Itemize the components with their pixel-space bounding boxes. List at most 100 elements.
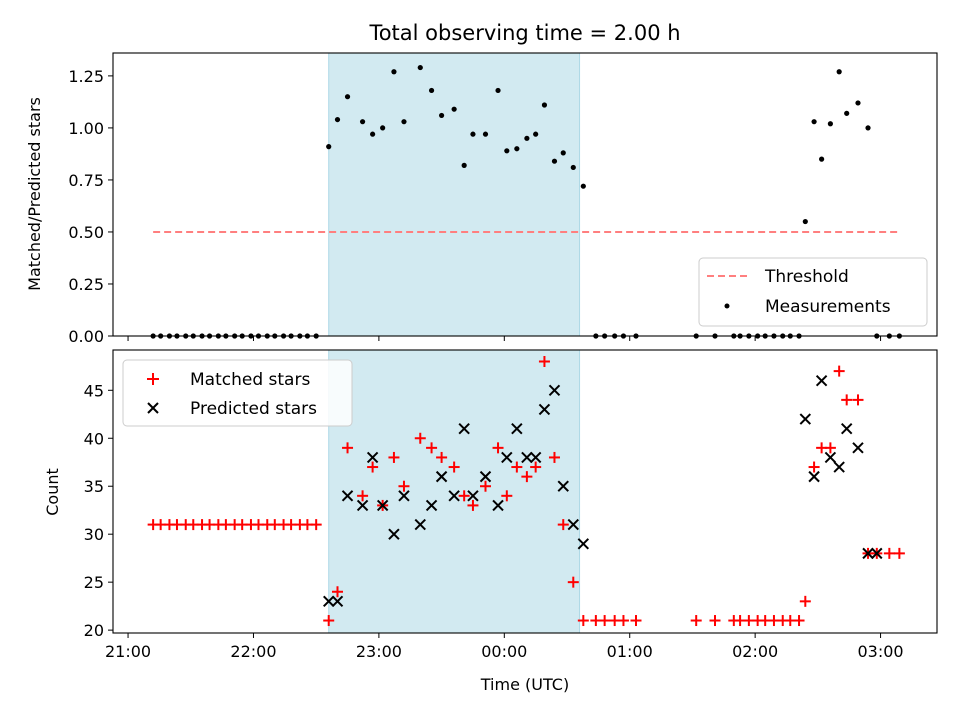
x-axis-label: Time (UTC) [480, 675, 569, 694]
matched-point [841, 394, 853, 406]
predicted-point [414, 518, 426, 531]
predicted-point [323, 595, 335, 608]
measurement-point [326, 144, 332, 150]
matched-point [448, 461, 460, 473]
measurement-point [391, 69, 397, 75]
y-tick-label: 1.00 [68, 119, 104, 138]
predicted-point [815, 374, 828, 387]
x-tick-label: 22:00 [230, 642, 276, 661]
measurement-point [334, 116, 341, 123]
matched-point [893, 547, 905, 559]
legend-matched-label: Matched stars [190, 370, 310, 390]
legend-matched-swatch [147, 373, 159, 385]
measurement-point [580, 183, 586, 189]
bottom-y-ticks: 20 25 30 35 40 45 [84, 381, 113, 640]
matched-point [630, 615, 642, 627]
predicted-point [852, 442, 864, 454]
shaded-interval [328, 52, 581, 337]
predicted-point [538, 403, 551, 416]
measurement-point [855, 100, 861, 106]
y-tick-label: 40 [84, 429, 104, 448]
predicted-point [833, 461, 845, 473]
x-tick-label: 02:00 [732, 642, 778, 661]
bottom-axes-frame [112, 349, 938, 634]
matched-point [808, 461, 820, 473]
predicted-point [376, 499, 389, 512]
measurement-point [802, 218, 808, 225]
chart-title: Total observing time = 2.00 h [368, 21, 680, 45]
matched-point [521, 471, 533, 483]
predicted-point [458, 422, 470, 435]
predicted-point [548, 384, 561, 396]
matched-point [793, 615, 805, 627]
predicted-point [557, 480, 569, 492]
predicted-point [567, 518, 579, 531]
matched-point [414, 432, 426, 444]
predicted-point [501, 451, 513, 464]
bottom-panel: Count Time (UTC) 20 25 30 35 40 45 21:00 22:00… [43, 349, 938, 694]
x-tick-label: 01:00 [607, 642, 653, 661]
predicted-point [840, 422, 853, 435]
shaded-region [328, 52, 581, 337]
matched-point [492, 442, 504, 454]
matched-point [557, 519, 569, 531]
measurement-point [570, 164, 576, 171]
measurement-point [836, 69, 842, 75]
legend-measurements-label: Measurements [765, 297, 891, 317]
predicted-point [511, 422, 523, 435]
top-axes-frame [112, 52, 938, 337]
predicted-point [435, 470, 448, 483]
measurement-point [428, 87, 435, 94]
top-panel: Total observing time = 2.00 h Matched/Pr… [25, 21, 938, 346]
matched-point [357, 490, 369, 502]
top-x-ticks [127, 336, 882, 341]
measurement-point [495, 87, 501, 94]
x-tick-label: 23:00 [356, 642, 402, 661]
matched-point [388, 451, 400, 463]
y-tick-label: 0.75 [68, 171, 104, 190]
measurement-point [811, 119, 817, 125]
shaded-interval [328, 349, 581, 634]
predicted-point [356, 499, 369, 512]
predicted-point [862, 547, 874, 560]
measurement-point [344, 94, 351, 100]
matched-point [599, 615, 611, 627]
matched-point [436, 451, 448, 463]
y-axis-label: Matched/Predicted stars [25, 97, 44, 291]
measurement-point [438, 112, 445, 119]
shaded-region [328, 349, 581, 634]
legend-predicted-label: Predicted stars [190, 399, 317, 419]
legend: Matched stars Predicted stars [122, 359, 353, 427]
measurement-point [451, 106, 457, 112]
y-tick-label: 1.25 [68, 67, 104, 86]
measurement-point [551, 158, 558, 164]
matched-point [367, 461, 379, 473]
y-tick-label: 30 [84, 525, 104, 544]
legend-predicted-swatch [147, 402, 159, 414]
matched-point [467, 499, 479, 511]
measurement-point [482, 131, 489, 137]
measurement-point [359, 119, 366, 125]
y-tick-label: 0.25 [68, 275, 104, 294]
matched-point [501, 490, 513, 502]
matched-point [458, 490, 470, 502]
bottom-x-ticks: 21:00 22:00 23:00 00:00 01:00 02:00 03:00 [105, 633, 904, 661]
matched-point [310, 519, 322, 531]
matched-point [530, 461, 542, 473]
matched-point [883, 547, 895, 559]
y-tick-label: 0.50 [68, 223, 104, 242]
matched-point [538, 356, 550, 368]
predicted-point [467, 490, 479, 502]
x-tick-label: 00:00 [481, 642, 527, 661]
matched-point [690, 615, 702, 627]
matched-point [577, 615, 589, 627]
predicted-point [529, 451, 542, 464]
predicted-point [341, 490, 354, 502]
predicted-point [398, 490, 410, 502]
matched-point [548, 451, 560, 463]
y-tick-label: 20 [84, 621, 104, 640]
y-tick-label: 25 [84, 573, 104, 592]
y-tick-label: 0.00 [68, 327, 104, 346]
measurement-point [514, 146, 520, 152]
